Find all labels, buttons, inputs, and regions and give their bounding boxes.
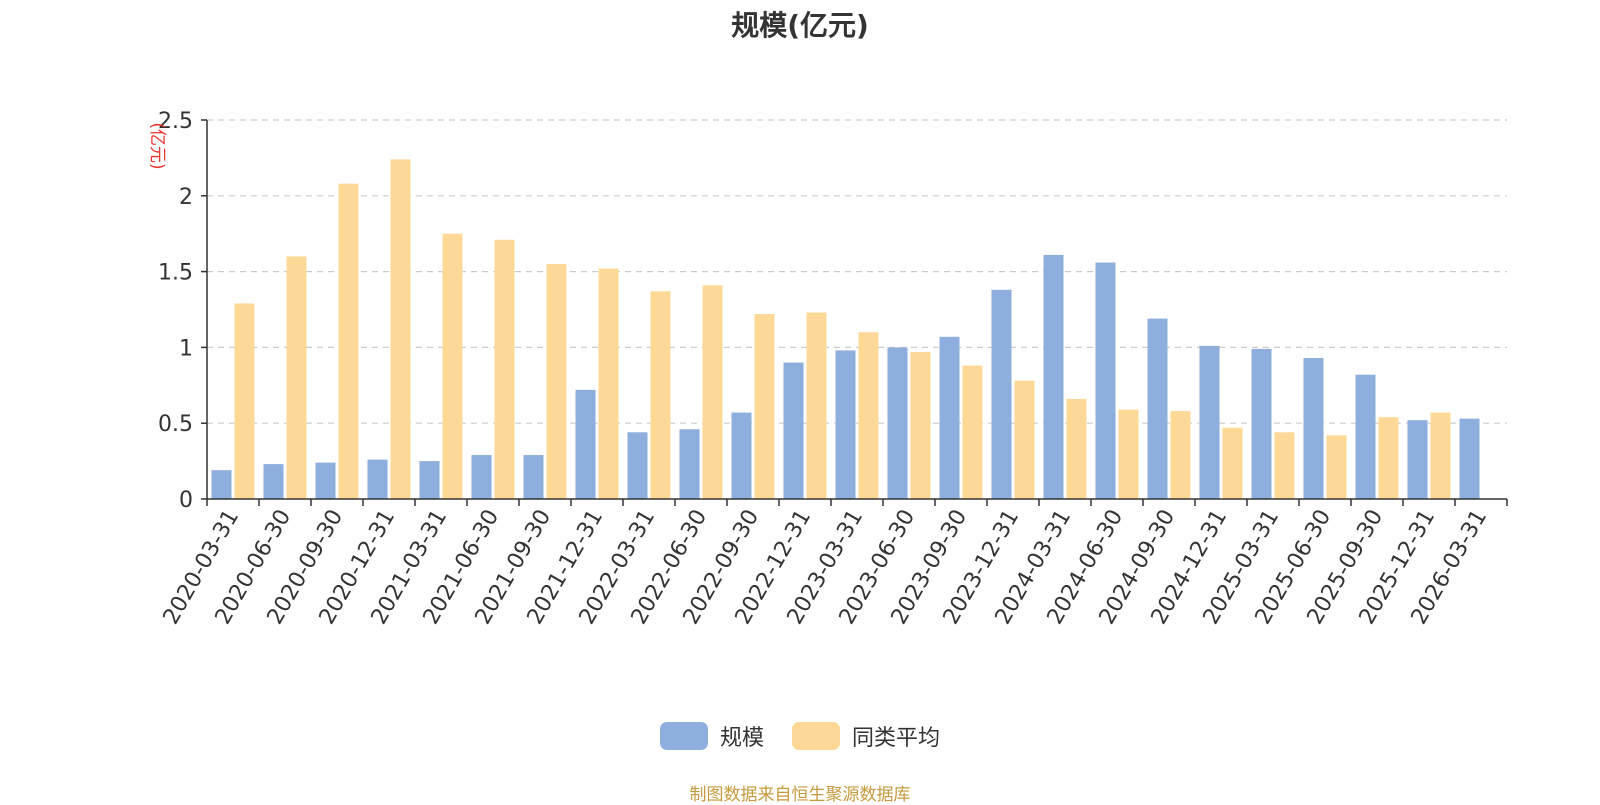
bar-scale-2023-06-30 — [887, 347, 908, 499]
bar-average-2023-12-31 — [1014, 380, 1035, 499]
bar-scale-2025-12-31 — [1407, 420, 1428, 499]
bar-scale-2021-12-31 — [575, 389, 596, 499]
bar-average-2025-06-30 — [1326, 435, 1347, 499]
y-tick-label: 0 — [179, 488, 193, 513]
bar-average-2020-03-31 — [234, 303, 255, 499]
bar-scale-2020-12-31 — [367, 459, 388, 499]
bar-layer — [211, 159, 1480, 499]
y-tick-label: 1.5 — [158, 261, 193, 286]
bar-scale-2025-06-30 — [1303, 358, 1324, 499]
bar-scale-2021-09-30 — [523, 455, 544, 499]
chart-title: 规模(亿元) — [731, 9, 869, 42]
bar-scale-2022-12-31 — [783, 362, 804, 499]
bar-average-2022-12-31 — [806, 312, 827, 499]
y-axis-label: (亿元) — [147, 122, 167, 169]
bar-scale-2021-03-31 — [419, 461, 440, 499]
bar-scale-2024-03-31 — [1043, 254, 1064, 499]
bar-scale-2023-12-31 — [991, 289, 1012, 499]
y-tick-label: 2.5 — [158, 109, 193, 134]
legend-label-scale: 规模 — [719, 726, 764, 751]
bar-average-2022-09-30 — [754, 314, 775, 499]
bar-scale-2023-03-31 — [835, 350, 856, 499]
legend: 规模 同类平均 — [0, 720, 1600, 752]
bar-average-2025-12-31 — [1430, 412, 1451, 499]
bar-average-2020-06-30 — [286, 256, 307, 499]
bar-average-2024-12-31 — [1222, 427, 1243, 499]
bar-scale-2024-12-31 — [1199, 345, 1220, 499]
bar-scale-2020-03-31 — [211, 470, 232, 499]
source-note: 制图数据来自恒生聚源数据库 — [689, 785, 911, 805]
legend-label-average: 同类平均 — [852, 726, 941, 751]
bar-average-2020-12-31 — [390, 159, 411, 499]
y-tick-label: 2 — [179, 185, 193, 210]
legend-swatch-scale — [659, 722, 708, 750]
bar-scale-2025-03-31 — [1251, 348, 1272, 499]
bar-scale-2022-06-30 — [679, 429, 700, 499]
bar-scale-2022-03-31 — [627, 432, 648, 499]
bar-average-2024-06-30 — [1118, 409, 1139, 499]
bar-average-2023-09-30 — [962, 365, 983, 499]
bar-scale-2024-06-30 — [1095, 262, 1116, 499]
legend-swatch-average — [792, 722, 840, 750]
bar-chart: 00.511.522.5(亿元)2020-03-312020-06-302020… — [147, 109, 1508, 629]
bar-average-2021-12-31 — [598, 268, 619, 499]
bar-average-2025-03-31 — [1274, 432, 1295, 499]
bar-scale-2020-06-30 — [263, 464, 284, 499]
legend-item-average[interactable]: 同类平均 — [792, 720, 940, 752]
bar-average-2021-06-30 — [494, 239, 515, 499]
bar-scale-2021-06-30 — [471, 455, 492, 499]
bar-scale-2025-09-30 — [1355, 374, 1376, 499]
bar-average-2023-06-30 — [910, 351, 931, 499]
legend-item-scale[interactable]: 规模 — [659, 720, 764, 752]
bar-scale-2026-03-31 — [1459, 418, 1480, 499]
axis-layer — [201, 119, 1508, 506]
bar-scale-2020-09-30 — [315, 462, 336, 499]
bar-average-2021-03-31 — [442, 233, 463, 499]
bar-scale-2022-09-30 — [731, 412, 752, 499]
bar-average-2022-06-30 — [702, 285, 723, 499]
bar-average-2022-03-31 — [650, 291, 671, 499]
bar-average-2024-09-30 — [1170, 411, 1191, 499]
bar-average-2025-09-30 — [1378, 417, 1399, 499]
y-tick-label: 1 — [179, 336, 193, 361]
bar-average-2021-09-30 — [546, 264, 567, 499]
bar-average-2024-03-31 — [1066, 398, 1087, 499]
bar-average-2023-03-31 — [858, 332, 879, 499]
bar-scale-2024-09-30 — [1147, 318, 1168, 499]
grid-layer — [207, 119, 1507, 424]
bar-average-2020-09-30 — [338, 183, 359, 499]
bar-scale-2023-09-30 — [939, 336, 960, 499]
y-tick-label: 0.5 — [158, 412, 193, 437]
